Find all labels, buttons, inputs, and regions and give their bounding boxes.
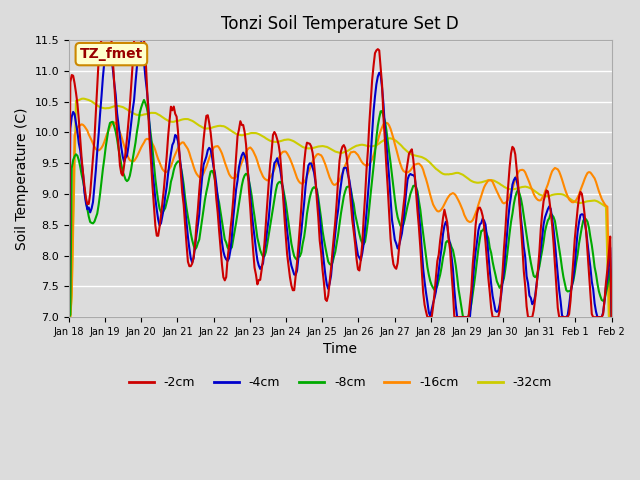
Title: Tonzi Soil Temperature Set D: Tonzi Soil Temperature Set D [221, 15, 459, 33]
Legend: -2cm, -4cm, -8cm, -16cm, -32cm: -2cm, -4cm, -8cm, -16cm, -32cm [124, 371, 557, 394]
Text: TZ_fmet: TZ_fmet [80, 47, 143, 61]
X-axis label: Time: Time [323, 342, 357, 357]
Y-axis label: Soil Temperature (C): Soil Temperature (C) [15, 108, 29, 250]
